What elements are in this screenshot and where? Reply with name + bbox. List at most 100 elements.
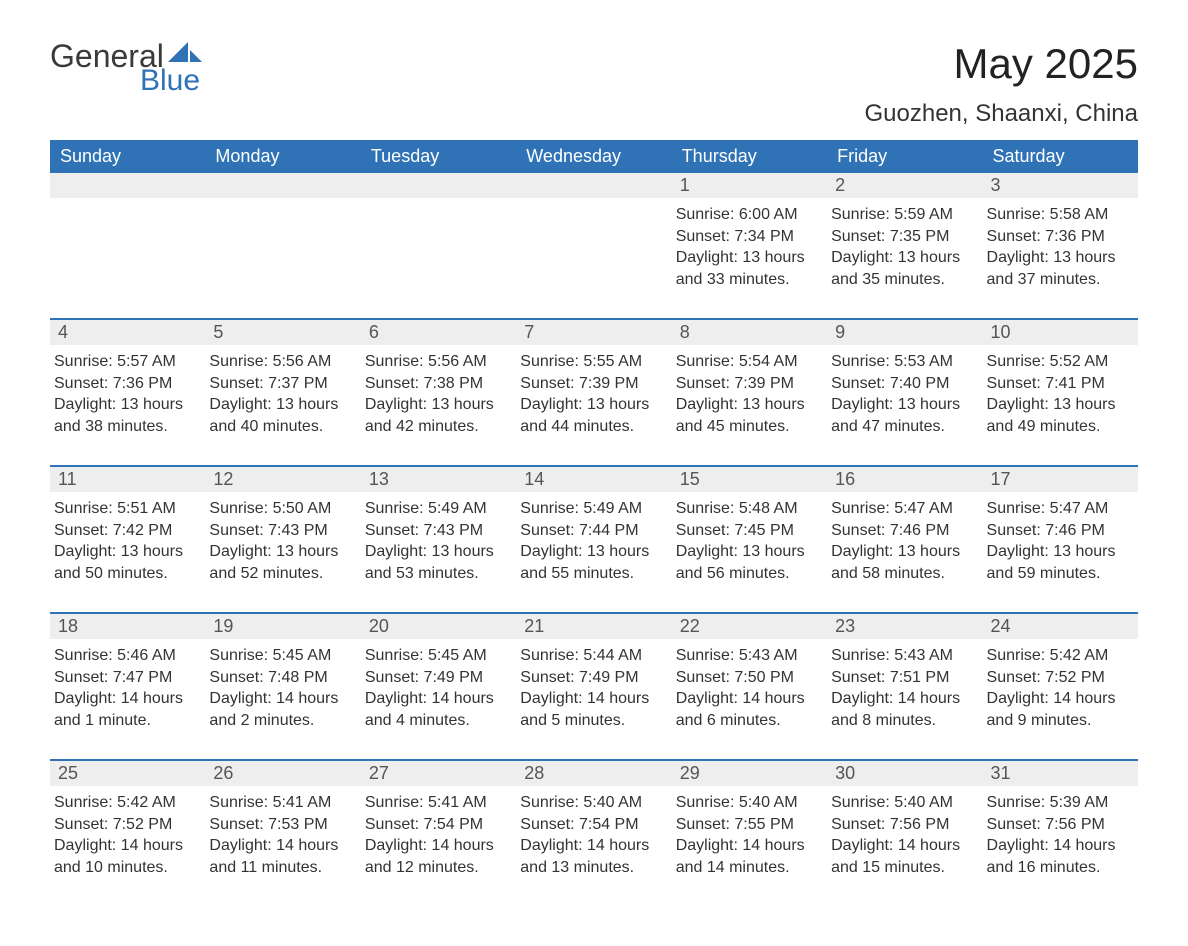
day-info-line: Sunrise: 5:40 AM (831, 792, 974, 814)
day-cell: Sunrise: 5:40 AMSunset: 7:54 PMDaylight:… (516, 786, 671, 906)
day-info-line: Daylight: 14 hours and 16 minutes. (987, 835, 1130, 878)
day-number: 9 (827, 320, 982, 345)
day-info-line: Daylight: 13 hours and 38 minutes. (54, 394, 197, 437)
day-info-line: Sunset: 7:41 PM (987, 373, 1130, 395)
day-info-line: Daylight: 13 hours and 52 minutes. (209, 541, 352, 584)
day-body-row: Sunrise: 6:00 AMSunset: 7:34 PMDaylight:… (50, 198, 1138, 318)
day-info-line: Daylight: 14 hours and 14 minutes. (676, 835, 819, 878)
day-info-line: Daylight: 14 hours and 15 minutes. (831, 835, 974, 878)
day-number (205, 173, 360, 198)
day-info-line: Sunset: 7:51 PM (831, 667, 974, 689)
day-number-row: 11121314151617 (50, 467, 1138, 492)
day-number: 11 (50, 467, 205, 492)
day-info-line: Sunset: 7:46 PM (831, 520, 974, 542)
day-info-line: Daylight: 13 hours and 42 minutes. (365, 394, 508, 437)
day-info-line: Sunset: 7:49 PM (520, 667, 663, 689)
day-info-line: Sunset: 7:35 PM (831, 226, 974, 248)
day-body-row: Sunrise: 5:51 AMSunset: 7:42 PMDaylight:… (50, 492, 1138, 612)
day-cell: Sunrise: 5:45 AMSunset: 7:48 PMDaylight:… (205, 639, 360, 759)
day-info-line: Sunset: 7:38 PM (365, 373, 508, 395)
day-info-line: Daylight: 13 hours and 45 minutes. (676, 394, 819, 437)
day-number: 22 (672, 614, 827, 639)
weekday-header: Friday (827, 140, 982, 173)
day-cell (50, 198, 205, 318)
day-number: 6 (361, 320, 516, 345)
day-info-line: Daylight: 14 hours and 10 minutes. (54, 835, 197, 878)
header: General Blue May 2025 Guozhen, Shaanxi, … (50, 40, 1138, 128)
day-number: 14 (516, 467, 671, 492)
day-number: 4 (50, 320, 205, 345)
day-info-line: Sunrise: 5:54 AM (676, 351, 819, 373)
day-number: 18 (50, 614, 205, 639)
day-info-line: Sunrise: 5:42 AM (54, 792, 197, 814)
day-info-line: Sunrise: 5:59 AM (831, 204, 974, 226)
day-info-line: Sunset: 7:39 PM (676, 373, 819, 395)
day-number (516, 173, 671, 198)
day-info-line: Daylight: 14 hours and 5 minutes. (520, 688, 663, 731)
day-cell: Sunrise: 5:41 AMSunset: 7:53 PMDaylight:… (205, 786, 360, 906)
day-cell: Sunrise: 5:40 AMSunset: 7:55 PMDaylight:… (672, 786, 827, 906)
day-number: 30 (827, 761, 982, 786)
day-number: 25 (50, 761, 205, 786)
day-info-line: Sunset: 7:43 PM (209, 520, 352, 542)
day-cell: Sunrise: 5:43 AMSunset: 7:50 PMDaylight:… (672, 639, 827, 759)
day-cell: Sunrise: 5:39 AMSunset: 7:56 PMDaylight:… (983, 786, 1138, 906)
day-number: 27 (361, 761, 516, 786)
title-block: May 2025 Guozhen, Shaanxi, China (864, 40, 1138, 128)
day-info-line: Daylight: 13 hours and 58 minutes. (831, 541, 974, 584)
day-number: 20 (361, 614, 516, 639)
location-text: Guozhen, Shaanxi, China (864, 100, 1138, 128)
logo: General Blue (50, 40, 202, 96)
day-info-line: Sunrise: 5:57 AM (54, 351, 197, 373)
day-info-line: Sunrise: 5:45 AM (365, 645, 508, 667)
day-info-line: Sunrise: 5:49 AM (365, 498, 508, 520)
day-cell: Sunrise: 5:48 AMSunset: 7:45 PMDaylight:… (672, 492, 827, 612)
weekday-header-row: SundayMondayTuesdayWednesdayThursdayFrid… (50, 140, 1138, 173)
day-info-line: Sunrise: 5:41 AM (209, 792, 352, 814)
day-info-line: Sunrise: 5:50 AM (209, 498, 352, 520)
weekday-header: Wednesday (516, 140, 671, 173)
day-number: 3 (983, 173, 1138, 198)
weeks-container: 123Sunrise: 6:00 AMSunset: 7:34 PMDaylig… (50, 173, 1138, 906)
day-cell: Sunrise: 5:53 AMSunset: 7:40 PMDaylight:… (827, 345, 982, 465)
day-info-line: Sunset: 7:50 PM (676, 667, 819, 689)
day-number: 2 (827, 173, 982, 198)
weekday-header: Monday (205, 140, 360, 173)
day-cell: Sunrise: 5:41 AMSunset: 7:54 PMDaylight:… (361, 786, 516, 906)
weekday-header: Tuesday (361, 140, 516, 173)
day-number: 29 (672, 761, 827, 786)
day-number (361, 173, 516, 198)
day-number-row: 45678910 (50, 320, 1138, 345)
week-row: 18192021222324Sunrise: 5:46 AMSunset: 7:… (50, 612, 1138, 759)
day-info-line: Sunrise: 5:43 AM (831, 645, 974, 667)
day-number: 10 (983, 320, 1138, 345)
day-info-line: Daylight: 13 hours and 35 minutes. (831, 247, 974, 290)
day-info-line: Daylight: 13 hours and 47 minutes. (831, 394, 974, 437)
day-number: 28 (516, 761, 671, 786)
logo-blue-text: Blue (140, 66, 202, 96)
day-cell: Sunrise: 5:56 AMSunset: 7:37 PMDaylight:… (205, 345, 360, 465)
day-cell: Sunrise: 5:55 AMSunset: 7:39 PMDaylight:… (516, 345, 671, 465)
day-number-row: 18192021222324 (50, 614, 1138, 639)
day-cell: Sunrise: 5:43 AMSunset: 7:51 PMDaylight:… (827, 639, 982, 759)
day-info-line: Daylight: 14 hours and 2 minutes. (209, 688, 352, 731)
day-info-line: Sunrise: 5:52 AM (987, 351, 1130, 373)
day-info-line: Sunset: 7:52 PM (54, 814, 197, 836)
day-info-line: Sunset: 7:48 PM (209, 667, 352, 689)
day-number-row: 25262728293031 (50, 761, 1138, 786)
day-info-line: Daylight: 14 hours and 11 minutes. (209, 835, 352, 878)
day-info-line: Sunrise: 5:58 AM (987, 204, 1130, 226)
day-info-line: Sunrise: 6:00 AM (676, 204, 819, 226)
day-info-line: Sunset: 7:37 PM (209, 373, 352, 395)
day-info-line: Sunset: 7:56 PM (987, 814, 1130, 836)
day-number (50, 173, 205, 198)
day-info-line: Sunset: 7:54 PM (365, 814, 508, 836)
day-info-line: Sunset: 7:55 PM (676, 814, 819, 836)
day-cell: Sunrise: 5:49 AMSunset: 7:44 PMDaylight:… (516, 492, 671, 612)
day-info-line: Sunrise: 5:56 AM (209, 351, 352, 373)
day-info-line: Sunrise: 5:53 AM (831, 351, 974, 373)
week-row: 11121314151617Sunrise: 5:51 AMSunset: 7:… (50, 465, 1138, 612)
day-body-row: Sunrise: 5:46 AMSunset: 7:47 PMDaylight:… (50, 639, 1138, 759)
day-number: 13 (361, 467, 516, 492)
day-info-line: Sunset: 7:45 PM (676, 520, 819, 542)
